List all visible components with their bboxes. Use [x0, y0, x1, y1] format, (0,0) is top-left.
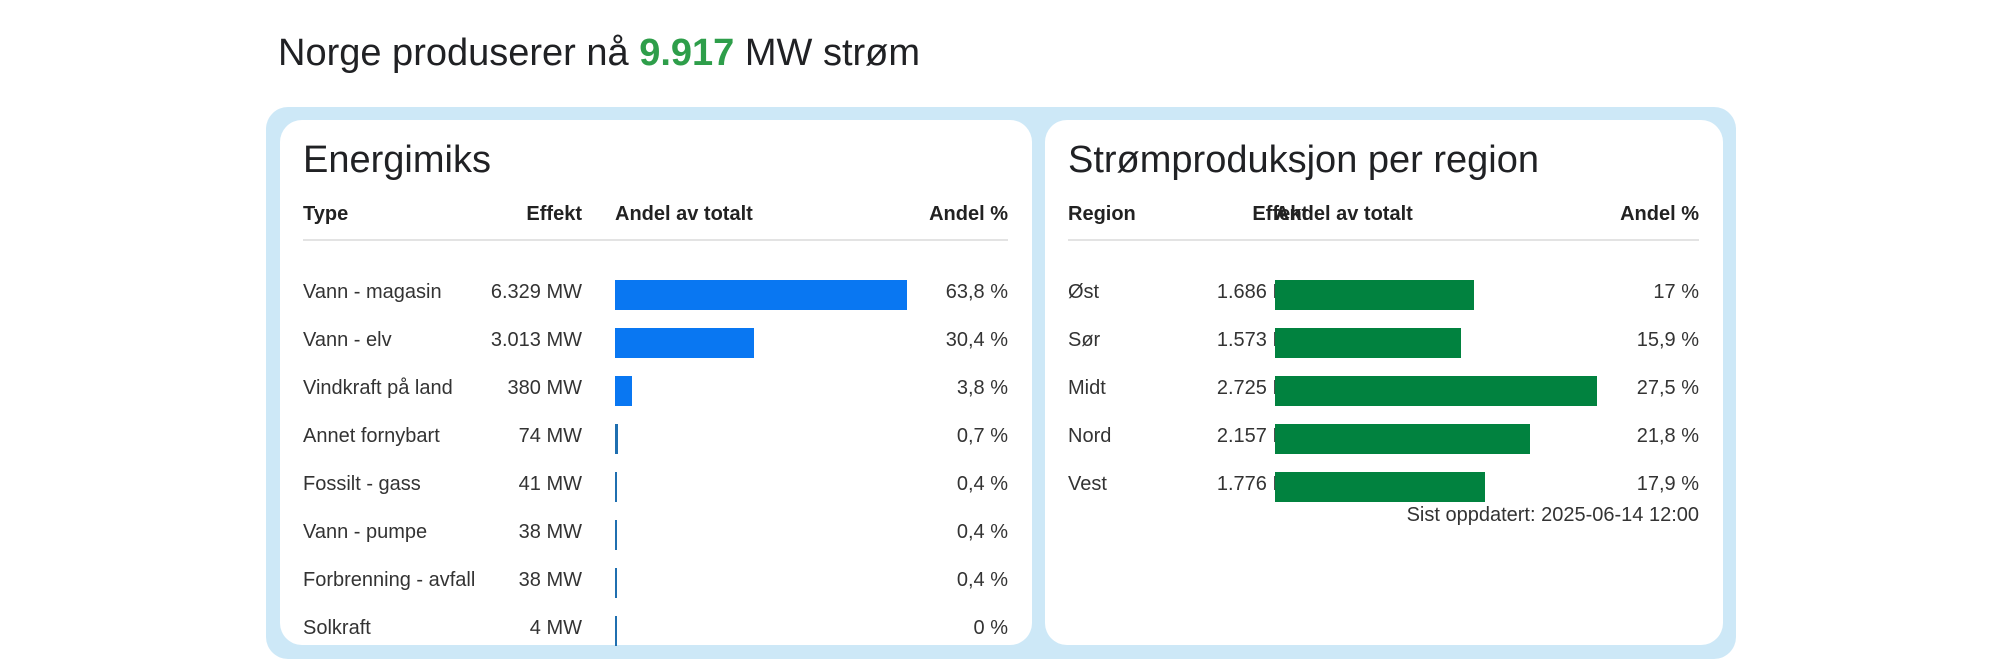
energy-mix-row-label: Forbrenning - avfall [303, 569, 476, 591]
region-row-label: Øst [1068, 281, 1100, 303]
region-share-bar [1275, 424, 1531, 454]
energy-mix-share-bar [615, 280, 907, 310]
headline-total-value: 9.917 [639, 32, 735, 74]
header-divider [303, 239, 1008, 241]
column-header-type: Type [303, 203, 349, 225]
energy-mix-row: Vann - magasin 6.329 MW 63,8 % [280, 268, 1032, 316]
energy-mix-row-effekt: 38 MW [518, 521, 582, 543]
energy-mix-row: Fossilt - gass 41 MW 0,4 % [280, 460, 1032, 508]
region-row: Midt 2.725 MW 27,5 % [1045, 364, 1723, 412]
energy-mix-row: Annet fornybart 74 MW 0,7 % [280, 412, 1032, 460]
energy-mix-row-effekt: 4 MW [529, 617, 582, 639]
region-row-label: Nord [1068, 425, 1112, 447]
region-production-card: Strømproduksjon per region Region Effekt… [1045, 120, 1723, 645]
region-row-percent: 15,9 % [1636, 329, 1699, 351]
energy-mix-row-label: Vann - pumpe [303, 521, 428, 543]
energy-mix-row-percent: 0 % [973, 617, 1008, 639]
region-row: Øst 1.686 MW 17 % [1045, 268, 1723, 316]
energy-mix-title: Energimiks [303, 139, 491, 181]
headline-prefix: Norge produserer nå [278, 32, 629, 74]
energy-mix-row-label: Vann - elv [303, 329, 392, 351]
energy-mix-row-label: Annet fornybart [303, 425, 440, 447]
energy-mix-share-bar [615, 376, 633, 406]
energy-mix-row-percent: 0,7 % [956, 425, 1008, 447]
energy-mix-share-bar [615, 520, 617, 550]
region-row: Sør 1.573 MW 15,9 % [1045, 316, 1723, 364]
energy-mix-row-percent: 0,4 % [956, 569, 1008, 591]
header-divider [1068, 239, 1699, 241]
energy-mix-share-bar [615, 616, 617, 646]
column-header-share-bar: Andel av totalt [615, 203, 753, 225]
column-header-effekt: Effekt [526, 203, 582, 225]
energy-mix-row-label: Vann - magasin [303, 281, 442, 303]
energy-mix-row-effekt: 380 MW [507, 377, 582, 399]
region-row-label: Vest [1068, 473, 1107, 495]
column-header-share-bar: Andel av totalt [1275, 203, 1413, 225]
column-header-share-percent: Andel % [1620, 203, 1699, 225]
energy-mix-row-label: Solkraft [303, 617, 371, 639]
energy-mix-row-effekt: 74 MW [518, 425, 582, 447]
energy-mix-share-bar [615, 472, 617, 502]
energy-mix-row-effekt: 3.013 MW [490, 329, 582, 351]
energy-mix-card: Energimiks Type Effekt Andel av totalt A… [280, 120, 1032, 646]
column-header-share-percent: Andel % [929, 203, 1008, 225]
energy-mix-row: Forbrenning - avfall 38 MW 0,4 % [280, 556, 1032, 604]
energy-mix-row: Vindkraft på land 380 MW 3,8 % [280, 364, 1032, 412]
region-row-label: Midt [1068, 377, 1106, 399]
region-share-bar [1275, 280, 1475, 310]
energy-mix-row-percent: 63,8 % [945, 281, 1008, 303]
region-share-bar [1275, 328, 1462, 358]
energy-mix-share-bar [615, 424, 619, 454]
region-row-percent: 21,8 % [1636, 425, 1699, 447]
energy-mix-row-percent: 0,4 % [956, 473, 1008, 495]
energy-mix-share-bar [615, 568, 617, 598]
last-updated-text: Sist oppdatert: 2025-06-14 12:00 [1406, 504, 1699, 526]
energy-mix-row-percent: 0,4 % [956, 521, 1008, 543]
energy-mix-row-percent: 30,4 % [945, 329, 1008, 351]
energy-mix-row: Solkraft 4 MW 0 % [280, 604, 1032, 652]
region-production-title: Strømproduksjon per region [1068, 139, 1539, 181]
region-row-percent: 27,5 % [1636, 377, 1699, 399]
region-row-label: Sør [1068, 329, 1101, 351]
region-row: Vest 1.776 MW 17,9 % [1045, 460, 1723, 508]
region-share-bar [1275, 376, 1597, 406]
energy-mix-row-label: Vindkraft på land [303, 377, 453, 399]
energy-mix-row-effekt: 6.329 MW [490, 281, 582, 303]
region-share-bar [1275, 472, 1485, 502]
headline-suffix: MW strøm [744, 32, 921, 74]
energy-mix-row: Vann - pumpe 38 MW 0,4 % [280, 508, 1032, 556]
energy-mix-share-bar [615, 328, 755, 358]
column-header-region: Region [1068, 203, 1136, 225]
energy-mix-row-percent: 3,8 % [956, 377, 1008, 399]
page-headline: Norge produserer nå 9.917 MW strøm [278, 28, 920, 78]
energy-mix-row-effekt: 38 MW [518, 569, 582, 591]
column-header-effekt: Effekt [1252, 203, 1308, 225]
energy-mix-row-label: Fossilt - gass [303, 473, 421, 495]
energy-mix-row: Vann - elv 3.013 MW 30,4 % [280, 316, 1032, 364]
region-row: Nord 2.157 MW 21,8 % [1045, 412, 1723, 460]
energy-mix-row-effekt: 41 MW [518, 473, 582, 495]
region-row-percent: 17 % [1653, 281, 1699, 303]
region-row-percent: 17,9 % [1636, 473, 1699, 495]
